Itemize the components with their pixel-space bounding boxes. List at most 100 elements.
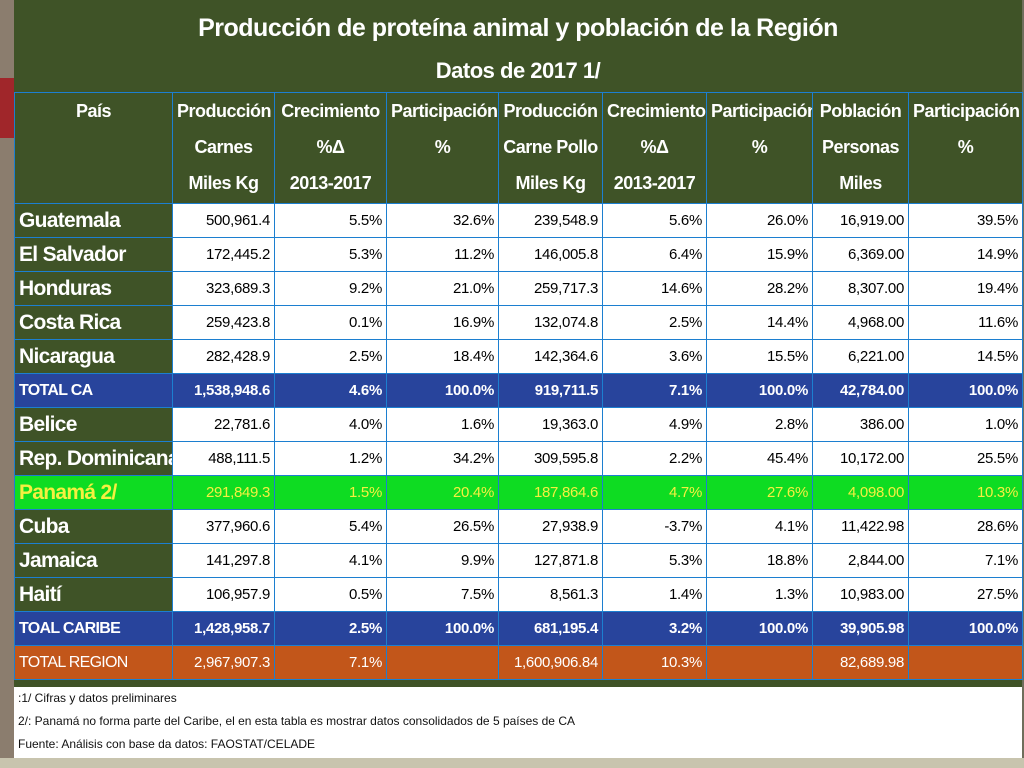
total-row: TOTAL CA 1,538,948.6 4.6% 100.0% 919,711.5 7.… [14,373,1023,408]
value-cell: 309,595.8 [498,441,603,476]
value-cell: 5.6% [602,203,707,238]
table-row: Costa Rica 259,423.8 0.1% 16.9% 132,074.8 2.5… [14,305,1023,340]
value-cell: 259,717.3 [498,271,603,306]
value-cell: 1.3% [706,577,813,612]
value-cell: 100.0% [908,611,1023,646]
value-cell: 100.0% [386,373,499,408]
value-cell: 2.2% [602,441,707,476]
value-cell: 1.4% [602,577,707,612]
column-header-0: País [14,92,173,204]
value-cell: 4.1% [706,509,813,544]
column-header-line: % [751,137,768,157]
header-row: País Producción Carnes Miles Kg Crecimiento%… [14,92,1023,204]
value-cell: 100.0% [706,373,813,408]
value-cell: 2,844.00 [812,543,909,578]
value-cell: 26.5% [386,509,499,544]
value-cell: 2.5% [274,611,387,646]
value-cell: 14.9% [908,237,1023,272]
value-cell: 7.1% [274,645,387,680]
value-cell: 1.5% [274,475,387,510]
left-decor-strip [0,0,14,768]
column-header-line: Miles Kg [515,173,586,193]
footnote-2: 2/: Panamá no forma parte del Caribe, el… [18,714,575,728]
value-cell: 0.1% [274,305,387,340]
table-body: Guatemala 500,961.4 5.5% 32.6% 239,548.9 5.6%… [14,203,1023,680]
column-header-line: % [434,137,451,157]
region-row: TOTAL REGION 2,967,907.3 7.1% 1,600,906.84 1… [14,645,1023,680]
country-cell: TOTAL CA [14,373,173,408]
column-header-line: Miles [839,173,882,193]
footnotes: :1/ Cifras y datos preliminares 2/: Pana… [14,687,1022,758]
table-row: Haití 106,957.9 0.5% 7.5% 8,561.3 1.4% 1.3% 10,… [14,577,1023,612]
value-cell: 681,195.4 [498,611,603,646]
value-cell: 7.1% [908,543,1023,578]
value-cell: 82,689.98 [812,645,909,680]
column-header-6: Participación% [706,92,813,204]
column-header-line: Crecimiento [281,101,380,121]
value-cell: 239,548.9 [498,203,603,238]
value-cell: 42,784.00 [812,373,909,408]
footnote-source: Fuente: Análisis con base da datos: FAOS… [18,737,316,751]
value-cell: 34.2% [386,441,499,476]
value-cell [706,645,813,680]
value-cell: 146,005.8 [498,237,603,272]
value-cell: 919,711.5 [498,373,603,408]
column-header-1: Producción Carnes Miles Kg [172,92,275,204]
value-cell: 2.8% [706,407,813,442]
value-cell: 27,938.9 [498,509,603,544]
country-cell: Belice [14,407,173,442]
value-cell: 4,968.00 [812,305,909,340]
value-cell: 28.2% [706,271,813,306]
table-row: Cuba 377,960.6 5.4% 26.5% 27,938.9 -3.7% 4.1% 1… [14,509,1023,544]
value-cell: 11,422.98 [812,509,909,544]
column-header-line: Carnes [194,137,253,157]
value-cell: 5.3% [602,543,707,578]
country-cell: Nicaragua [14,339,173,374]
highlight-row: Panamá 2/291,849.3 1.5% 20.4% 187,864.6 4.7%… [14,475,1023,510]
value-cell: 4.6% [274,373,387,408]
value-cell: 16,919.00 [812,203,909,238]
value-cell: 106,957.9 [172,577,275,612]
value-cell: 10,983.00 [812,577,909,612]
table-row: Guatemala 500,961.4 5.5% 32.6% 239,548.9 5.6%… [14,203,1023,238]
value-cell: 39,905.98 [812,611,909,646]
value-cell: 27.5% [908,577,1023,612]
value-cell: 259,423.8 [172,305,275,340]
value-cell: 14.6% [602,271,707,306]
value-cell: 21.0% [386,271,499,306]
country-cell: Rep. Dominicana [14,441,173,476]
value-cell: 4.0% [274,407,387,442]
column-header-line: 2013-2017 [289,173,372,193]
column-header-4: Producción Carne Pollo Miles Kg [498,92,603,204]
value-cell: 19,363.0 [498,407,603,442]
column-header-line: 2013-2017 [613,173,696,193]
value-cell: 28.6% [908,509,1023,544]
slide-title: Producción de proteína animal y població… [198,14,838,42]
column-header-2: Crecimiento %Δ 2013-2017 [274,92,387,204]
value-cell: 14.4% [706,305,813,340]
country-cell: Honduras [14,271,173,306]
column-header-line: Miles Kg [188,173,259,193]
value-cell: 4.1% [274,543,387,578]
column-header-line: %Δ [316,137,345,157]
column-header-line: Producción [503,101,598,121]
column-header-line: Producción [177,101,272,121]
value-cell [908,645,1023,680]
country-cell: Haití [14,577,173,612]
value-cell: 14.5% [908,339,1023,374]
country-cell: TOAL CARIBE [14,611,173,646]
country-cell: Jamaica [14,543,173,578]
value-cell: 172,445.2 [172,237,275,272]
country-cell: Panamá 2/ [14,475,173,510]
value-cell: 3.2% [602,611,707,646]
value-cell: 141,297.8 [172,543,275,578]
slide-frame: Producción de proteína animal y població… [14,0,1023,758]
value-cell: 1,600,906.84 [498,645,603,680]
table-row: Rep. Dominicana 488,111.5 1.2% 34.2% 309,595… [14,441,1023,476]
column-header-8: Participación% [908,92,1023,204]
column-header-5: Crecimiento %Δ 2013-2017 [602,92,707,204]
value-cell: 6,369.00 [812,237,909,272]
value-cell: 291,849.3 [172,475,275,510]
bottom-band [0,758,1024,768]
value-cell: 100.0% [386,611,499,646]
